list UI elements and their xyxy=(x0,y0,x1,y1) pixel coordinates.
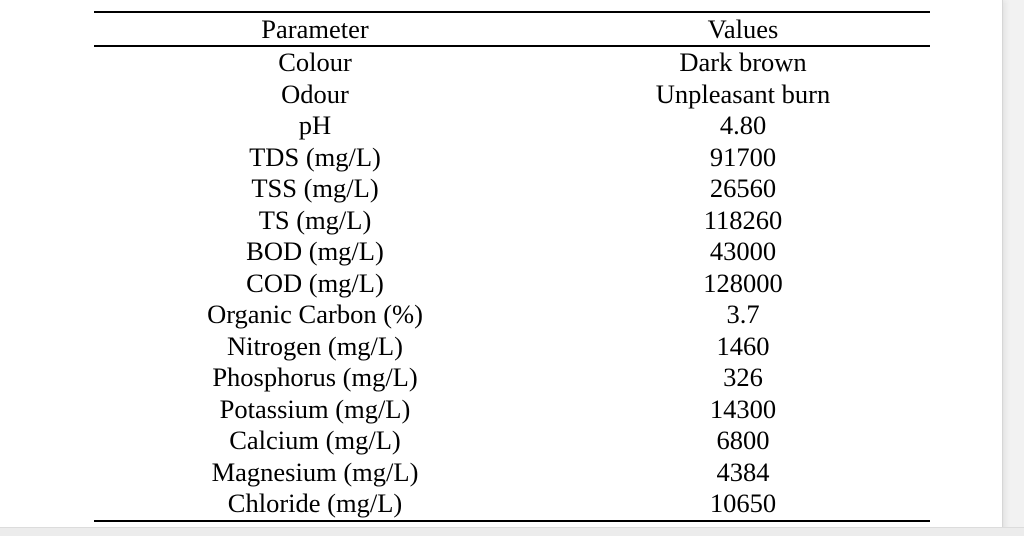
table-row: Organic Carbon (%) 3.7 xyxy=(94,299,930,331)
value-cell: 6800 xyxy=(716,425,770,455)
parameter-cell: Magnesium (mg/L) xyxy=(211,456,419,487)
value-cell: 91700 xyxy=(709,141,777,172)
table-row: TSS (mg/L) 26560 xyxy=(94,173,930,205)
value-cell: 10650 xyxy=(546,488,930,522)
parameter-cell: Odour xyxy=(281,78,349,109)
parameter-cell: TS (mg/L) xyxy=(258,204,372,235)
value-cell: 128000 xyxy=(703,267,783,298)
parameter-cell: Nitrogen (mg/L) xyxy=(227,330,403,361)
parameter-cell: COD (mg/L) xyxy=(246,267,384,298)
table-row: COD (mg/L) 128000 xyxy=(94,268,930,300)
document-page: Parameter Values Colour Dark brown Odour… xyxy=(0,0,1003,535)
value-cell: Dark brown xyxy=(679,47,807,77)
value-cell: 118260 xyxy=(703,204,783,235)
value-cell: 4.80 xyxy=(719,110,767,140)
parameter-cell: Phosphorus (mg/L) xyxy=(212,362,418,392)
parameter-cell: TSS (mg/L) xyxy=(251,173,379,203)
parameter-cell: Organic Carbon (%) xyxy=(207,299,423,329)
table-row: TDS (mg/L) 91700 xyxy=(94,142,930,174)
value-cell: 3.7 xyxy=(726,299,760,329)
table-row: BOD (mg/L) 43000 xyxy=(94,236,930,268)
header-values: Values xyxy=(546,11,930,47)
value-cell: 1460 xyxy=(716,330,770,361)
parameter-cell: pH xyxy=(298,110,332,140)
table-row: Magnesium (mg/L) 4384 xyxy=(94,457,930,489)
value-cell: 326 xyxy=(723,362,763,392)
scroll-edge-shade xyxy=(0,527,1024,536)
table-row: Phosphorus (mg/L) 326 xyxy=(94,362,930,394)
parameter-cell: Potassium (mg/L) xyxy=(219,393,411,424)
parameter-cell: BOD (mg/L) xyxy=(246,236,384,266)
table-row: Nitrogen (mg/L) 1460 xyxy=(94,331,930,363)
table-row: Colour Dark brown xyxy=(94,46,930,79)
value-cell: 43000 xyxy=(709,236,777,266)
table-row: pH 4.80 xyxy=(94,110,930,142)
value-cell: 14300 xyxy=(709,393,777,424)
table-header-row: Parameter Values xyxy=(94,11,930,47)
value-cell: 26560 xyxy=(709,173,777,203)
table-row: Chloride (mg/L) 10650 xyxy=(94,488,930,522)
value-cell: Unpleasant burn xyxy=(655,78,831,109)
parameter-cell: TDS (mg/L) xyxy=(249,141,381,172)
value-cell: 4384 xyxy=(716,456,770,487)
parameter-cell: Colour xyxy=(278,47,352,77)
table-row: TS (mg/L) 118260 xyxy=(94,205,930,237)
table-row: Potassium (mg/L) 14300 xyxy=(94,394,930,426)
table-row: Calcium (mg/L) 6800 xyxy=(94,425,930,457)
parameter-cell: Chloride (mg/L) xyxy=(94,488,546,522)
parameter-cell: Calcium (mg/L) xyxy=(229,425,401,455)
parameters-table: Parameter Values Colour Dark brown Odour… xyxy=(94,11,930,522)
header-parameter: Parameter xyxy=(94,11,546,47)
table-row: Odour Unpleasant burn xyxy=(94,79,930,111)
